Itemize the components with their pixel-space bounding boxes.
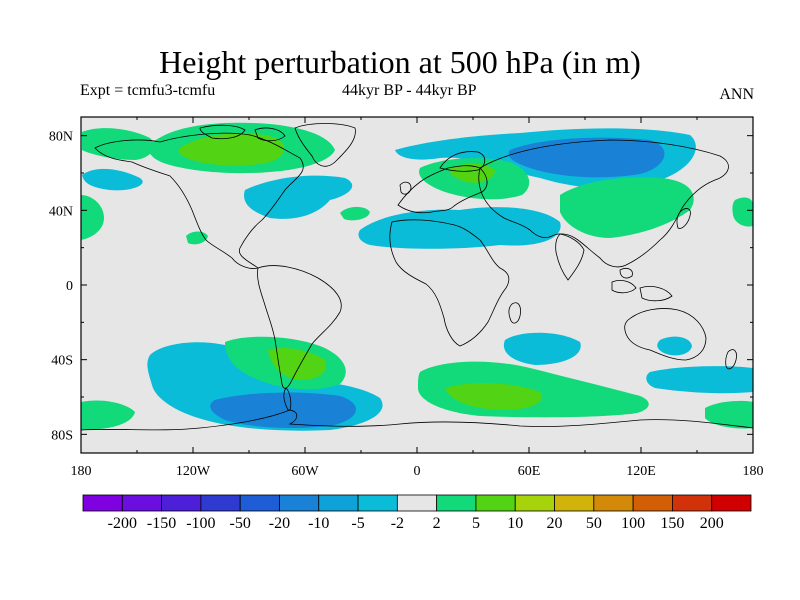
lon-tick-label: 0 bbox=[414, 464, 421, 479]
lon-tick-label: 60W bbox=[291, 464, 319, 479]
anomaly-region-negative bbox=[358, 207, 561, 249]
anomaly-region-positive bbox=[449, 163, 495, 183]
colorbar-label: 20 bbox=[547, 515, 563, 532]
colorbar-swatch bbox=[357, 494, 398, 512]
colorbar-swatch bbox=[514, 494, 555, 512]
colorbar-label: -10 bbox=[308, 515, 329, 532]
lon-tick-label: 60E bbox=[518, 464, 541, 479]
anomaly-region-negative bbox=[508, 137, 665, 178]
colorbar-label: -2 bbox=[391, 515, 404, 532]
colorbar-label: 150 bbox=[660, 515, 684, 532]
anomaly-region-positive bbox=[705, 400, 753, 429]
experiment-label: Expt = tcmfu3-tcmfu bbox=[80, 82, 216, 99]
colorbar: -200 -150 -100 -50 -20 -10 -5 -2 2 5 10 20 50 100 150 2… bbox=[82, 494, 752, 532]
anomaly-region-positive bbox=[81, 400, 135, 430]
colorbar-swatch bbox=[239, 494, 280, 512]
coastline-north-america bbox=[94, 132, 304, 269]
coastline-africa bbox=[389, 219, 510, 347]
coastline-scandinavia bbox=[439, 151, 486, 172]
coastline-maritime-asia bbox=[611, 268, 673, 302]
colorbar-swatch bbox=[672, 494, 713, 512]
coastline-madagascar bbox=[508, 302, 521, 324]
colorbar-label: 200 bbox=[700, 515, 724, 532]
coastlines bbox=[81, 123, 753, 431]
longitude-axis: 180 120W 60W 0 60E 120E 180 bbox=[71, 117, 764, 479]
anomaly-region-negative bbox=[503, 332, 581, 365]
colorbar-label: -100 bbox=[186, 515, 215, 532]
colorbar-label: -200 bbox=[108, 515, 137, 532]
coastline-arctic-islands bbox=[199, 124, 286, 142]
colorbar-label: -20 bbox=[269, 515, 290, 532]
coastline-asia bbox=[478, 139, 729, 268]
coastline-europe bbox=[397, 165, 488, 214]
lon-tick-label: 120E bbox=[626, 464, 656, 479]
lon-tick-label: 180 bbox=[743, 464, 764, 479]
colorbar-swatch bbox=[632, 494, 673, 512]
colorbar-swatch bbox=[82, 494, 123, 512]
anomaly-region-positive bbox=[560, 177, 694, 238]
colorbar-swatch bbox=[593, 494, 634, 512]
lat-tick-label: 40S bbox=[51, 354, 73, 369]
anomaly-region-negative bbox=[210, 392, 357, 428]
colorbar-swatch bbox=[475, 494, 516, 512]
season-label: ANN bbox=[719, 86, 754, 103]
colorbar-swatch bbox=[396, 494, 438, 512]
colorbar-swatch bbox=[318, 494, 359, 512]
coastline-india bbox=[555, 233, 585, 281]
colorbar-label: 100 bbox=[621, 515, 645, 532]
lon-tick-label: 120W bbox=[176, 464, 211, 479]
lat-tick-label: 40N bbox=[49, 204, 73, 219]
coastline-south-america bbox=[257, 265, 342, 389]
anomaly-region-positive bbox=[178, 133, 285, 166]
coastline-antarctica bbox=[81, 409, 753, 431]
colorbar-swatch bbox=[279, 494, 320, 512]
anomaly-region-positive bbox=[445, 383, 542, 410]
anomaly-region-positive bbox=[732, 197, 753, 227]
colorbar-label: 5 bbox=[472, 515, 480, 532]
colorbar-label: 50 bbox=[586, 515, 602, 532]
colorbar-swatch bbox=[161, 494, 202, 512]
colorbar-swatch bbox=[200, 494, 241, 512]
anomaly-region-negative bbox=[82, 168, 143, 191]
latitude-axis: 80N 40N 0 40S 80S bbox=[49, 130, 753, 443]
anomaly-region-negative bbox=[646, 366, 753, 394]
colorbar-label: -5 bbox=[351, 515, 364, 532]
colorbar-swatch bbox=[554, 494, 595, 512]
lon-tick-label: 180 bbox=[71, 464, 92, 479]
page-title: Height perturbation at 500 hPa (in m) bbox=[159, 44, 641, 80]
coastline-greenland bbox=[294, 123, 356, 167]
anomaly-region-positive bbox=[268, 348, 327, 380]
colorbar-swatch bbox=[436, 494, 477, 512]
coastline-new-zealand bbox=[725, 349, 737, 370]
period-label: 44kyr BP - 44kyr BP bbox=[342, 82, 477, 99]
anomaly-region-negative bbox=[244, 175, 353, 219]
anomaly-region-negative bbox=[657, 336, 692, 356]
colorbar-label: 2 bbox=[433, 515, 441, 532]
coastline-australia bbox=[624, 308, 707, 361]
colorbar-swatch bbox=[121, 494, 162, 512]
lat-tick-label: 80S bbox=[51, 428, 73, 443]
lat-tick-label: 0 bbox=[66, 279, 73, 294]
coastline-british-isles bbox=[399, 181, 412, 195]
colorbar-swatch bbox=[711, 494, 752, 512]
colorbar-label: -150 bbox=[147, 515, 176, 532]
coastline-antarctic-peninsula bbox=[283, 387, 292, 411]
colorbar-label: -50 bbox=[230, 515, 251, 532]
lat-tick-label: 80N bbox=[49, 130, 73, 145]
anomaly-region-positive bbox=[340, 206, 370, 221]
coastline-japan bbox=[676, 208, 691, 229]
anomaly-region-positive bbox=[81, 195, 104, 240]
colorbar-label: 10 bbox=[507, 515, 523, 532]
